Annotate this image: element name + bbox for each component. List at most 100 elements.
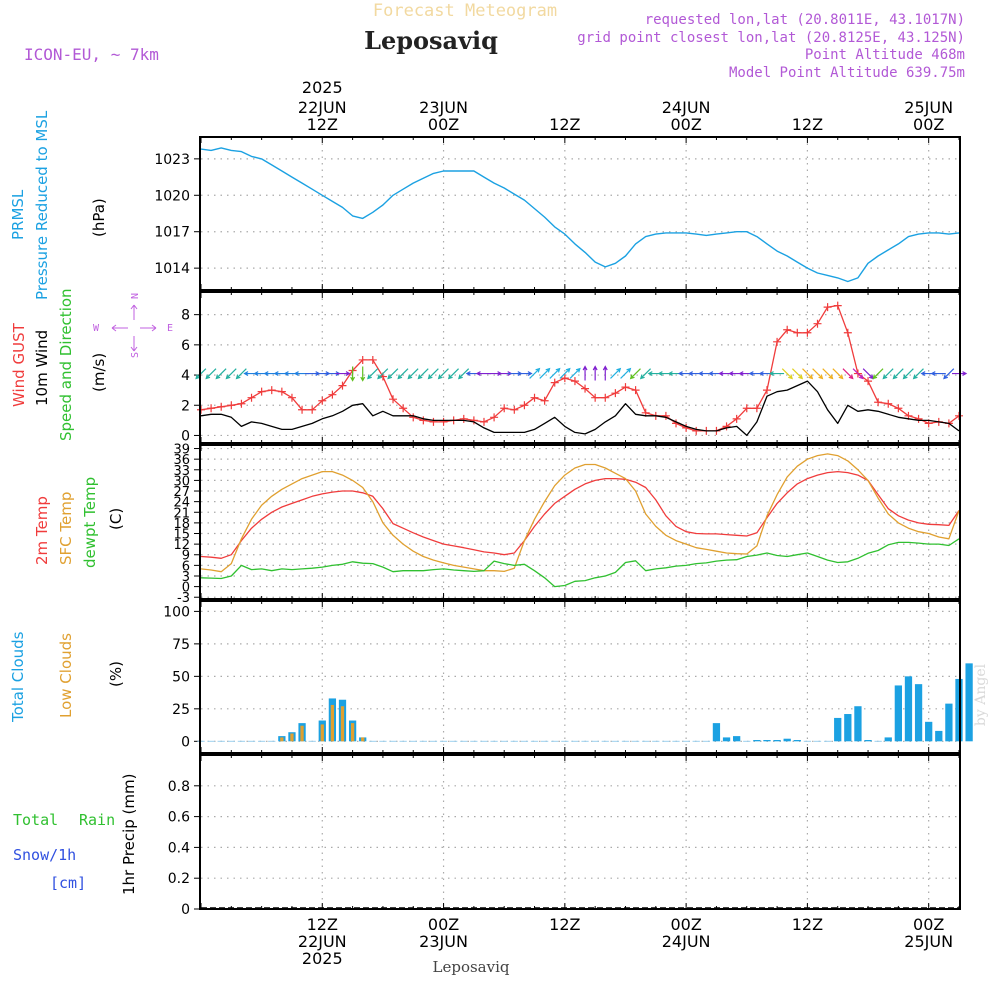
top-time-label: 23JUN: [419, 98, 468, 117]
y-tick-label: 15: [173, 528, 190, 543]
gust-marker: [762, 386, 771, 395]
y-tick-label: 0.4: [168, 840, 190, 856]
gust-marker: [611, 389, 620, 398]
gust-marker: [692, 426, 701, 435]
dewpt-label: dewpt Temp: [81, 477, 99, 568]
gust-marker: [419, 416, 428, 425]
wind-direction-arrow: [569, 367, 581, 379]
panels: 101410171020102302468-303691215182124273…: [154, 136, 973, 918]
gust-marker: [752, 404, 761, 413]
cloud-labels: Total Clouds Low Clouds (%): [9, 631, 125, 723]
bottom-time-label: 23JUN: [419, 932, 468, 951]
y-tick-label: 0.2: [168, 871, 190, 887]
gust-marker: [469, 416, 478, 425]
gust-marker: [894, 404, 903, 413]
gust-marker: [783, 325, 792, 334]
bottom-time-label: 00Z: [670, 915, 701, 934]
gust-marker: [793, 328, 802, 337]
top-time-label: 25JUN: [904, 98, 953, 117]
bottom-time-label: 2025: [302, 949, 343, 968]
compass-s: S: [130, 352, 141, 358]
wind-direction-arrow: [539, 367, 551, 379]
prmsl-label: PRMSL: [9, 189, 27, 240]
gust-marker: [884, 399, 893, 408]
total-cloud-bar: [733, 736, 741, 742]
y-tick-label: 18: [173, 517, 190, 532]
bottom-time-label: 12Z: [307, 915, 338, 934]
gust-marker: [328, 390, 337, 399]
total-cloud-bar: [834, 717, 842, 742]
bottom-time-label: 12Z: [549, 915, 580, 934]
low-cloud-bar: [300, 725, 304, 742]
gust-marker: [803, 328, 812, 337]
gust-marker: [479, 417, 488, 426]
wind-unit-label: (m/s): [90, 353, 108, 392]
top-time-label: 00Z: [428, 115, 459, 134]
wind-direction-arrow: [629, 368, 641, 380]
y-tick-label: 36: [173, 453, 190, 468]
gust-marker: [409, 413, 418, 422]
banner-title: Forecast Meteogram: [373, 1, 557, 21]
y-tick-label: 21: [173, 506, 190, 521]
gust-marker: [530, 393, 539, 402]
gust-line: [200, 304, 960, 432]
wind-direction-arrow: [602, 365, 608, 381]
panel-frame: [199, 136, 961, 291]
gust-marker: [277, 387, 286, 396]
gust-marker: [389, 395, 398, 404]
gust-marker: [318, 396, 327, 405]
wind-direction-arrow: [610, 367, 622, 379]
total-cloud-bar: [864, 740, 872, 742]
y-tick-label: 100: [163, 604, 190, 620]
gust-marker: [429, 417, 438, 426]
bottom-time-label: 00Z: [913, 915, 944, 934]
temp-unit-label: (C): [107, 508, 125, 530]
low-cloud-bar: [350, 723, 355, 742]
gust-marker: [459, 414, 468, 423]
wind-direction-arrow: [215, 368, 227, 380]
wind-direction-arrow: [407, 368, 419, 380]
low-cloud-bar: [361, 737, 365, 742]
total-clouds-label: Total Clouds: [9, 631, 27, 723]
wind-direction-arrow: [377, 368, 389, 380]
wind-direction-arrow: [852, 368, 864, 380]
gust-marker: [358, 355, 367, 364]
low-cloud-bar: [320, 724, 324, 742]
gust-marker: [621, 383, 630, 392]
precip-rain-label: Rain: [79, 811, 115, 829]
y-tick-label: 1023: [154, 152, 190, 168]
precip-total-label: Total: [13, 811, 58, 829]
compass-n: N: [130, 293, 141, 299]
y-tick-label: 1014: [154, 261, 190, 277]
precip-labels: Total Rain Snow/1h [cm] 1hr Precip (mm): [13, 774, 138, 895]
low-cloud-bar: [280, 737, 284, 742]
sfc-label: SFC Temp: [57, 492, 75, 565]
wind-direction-arrow: [882, 368, 894, 380]
y-tick-label: 12: [173, 538, 190, 553]
wind-direction-arrow: [517, 371, 533, 376]
clouds-panel: 0 25 50 75 100: [163, 601, 973, 753]
wind-direction-arrow: [350, 366, 356, 382]
total-cloud-bar: [935, 730, 943, 742]
gust-marker: [581, 384, 590, 393]
gust-marker: [601, 393, 610, 402]
gust-marker: [914, 414, 923, 423]
gust-marker: [500, 404, 509, 413]
precip-cm-label: [cm]: [50, 874, 86, 892]
y-tick-label: 6: [182, 559, 190, 574]
y-tick-label: 75: [172, 637, 190, 653]
panel-frame: [199, 444, 961, 600]
prmsl-line: [200, 147, 960, 283]
wind-direction-arrow: [620, 367, 632, 379]
pressure-unit-label: (hPa): [90, 198, 108, 237]
requested-coords: requested lon,lat (20.8011E, 43.1017N): [645, 12, 965, 28]
wind-direction-arrow: [872, 368, 884, 380]
wind-direction-arrow: [387, 368, 399, 380]
low-clouds-label: Low Clouds: [57, 633, 75, 718]
y-tick-label: 3: [182, 570, 190, 585]
wind-direction-arrow: [367, 368, 379, 380]
bottom-time-label: 22JUN: [298, 932, 347, 951]
compass-arrows-icon: [111, 304, 157, 352]
gust-marker: [257, 387, 266, 396]
